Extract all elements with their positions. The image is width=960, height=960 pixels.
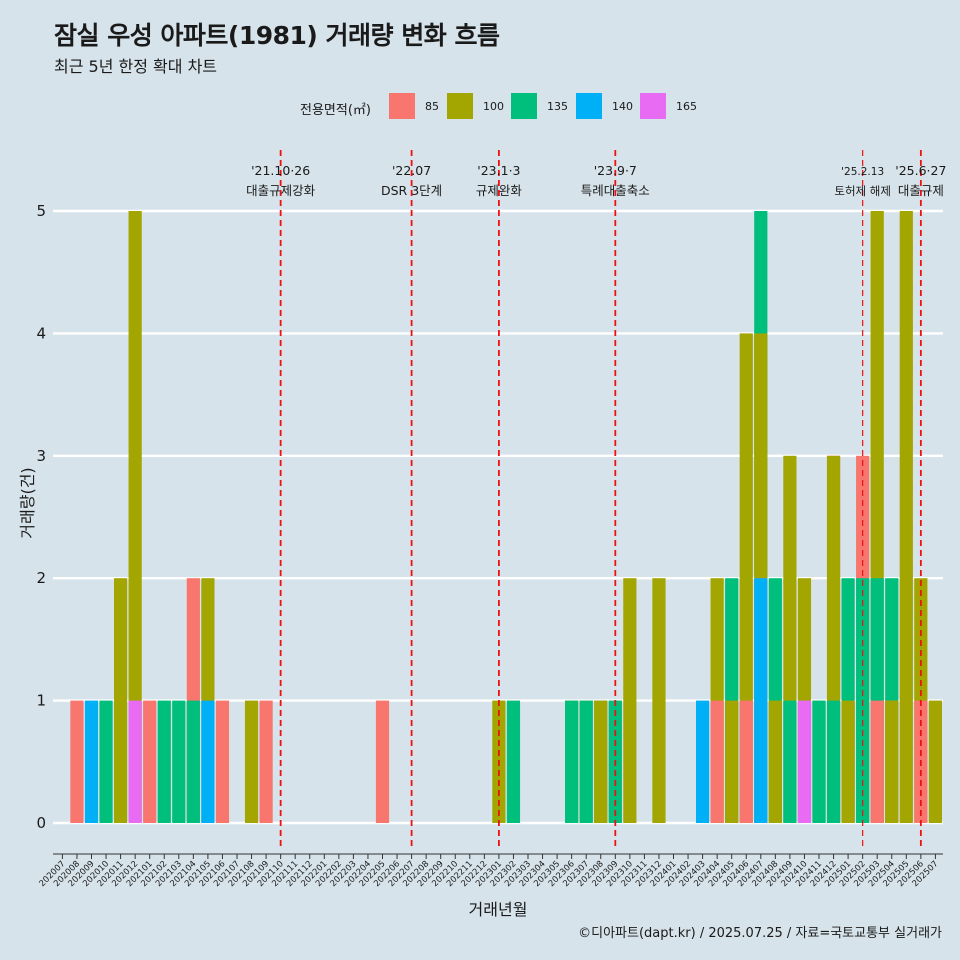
- event-label: 토허제 해제: [834, 184, 891, 198]
- legend-label: 135: [547, 100, 568, 113]
- bar-202101-85: [143, 700, 157, 823]
- bar-202010-135: [99, 700, 113, 823]
- x-axis-title: 거래년월: [469, 900, 528, 919]
- bar-202103-135: [172, 700, 186, 823]
- y-tick-label: 2: [36, 569, 46, 587]
- event-date: '22.07: [392, 163, 431, 178]
- bar-202306-135: [565, 700, 579, 823]
- bar-202102-135: [157, 700, 171, 823]
- event-date: '23.1·3: [477, 163, 520, 178]
- legend-label: 140: [612, 100, 633, 113]
- bar-202012-165: [128, 700, 142, 823]
- bar-202205-85: [375, 700, 390, 823]
- y-tick-label: 1: [36, 692, 46, 710]
- bar-202312-100: [652, 578, 666, 823]
- event-date: '25.2.13: [841, 166, 884, 178]
- event-date: '23.9·7: [594, 163, 637, 178]
- bar-202104-135: [186, 700, 200, 823]
- bar-202105-140: [201, 700, 215, 823]
- bar-202504-100: [885, 700, 899, 823]
- bar-202412-135: [826, 700, 841, 823]
- event-date: '21.10·26: [251, 163, 310, 178]
- legend-swatch: [511, 93, 537, 119]
- legend-title: 전용면적(㎡): [300, 103, 371, 118]
- y-tick-label: 4: [36, 324, 46, 342]
- bar-202410-165: [797, 700, 812, 823]
- bar-202307-135: [579, 700, 593, 823]
- bar-202310-100: [623, 578, 637, 823]
- legend-label: 165: [676, 100, 697, 113]
- chart-title: 잠실 우성 아파트(1981) 거래량 변화 흐름: [54, 21, 500, 50]
- bar-202405-100: [725, 700, 739, 823]
- legend-swatch: [389, 93, 415, 119]
- y-tick-label: 0: [36, 814, 46, 832]
- bar-202403-140: [696, 700, 710, 823]
- bar-202409-135: [783, 700, 797, 823]
- bar-202009-140: [84, 700, 99, 823]
- y-tick-label: 3: [36, 447, 46, 465]
- event-label: DSR 3단계: [381, 183, 442, 198]
- bar-202108-100: [244, 700, 259, 823]
- event-date: '25.6·27: [895, 163, 946, 178]
- bar-202411-135: [812, 700, 826, 823]
- event-label: 특례대출축소: [581, 183, 650, 198]
- bar-202503-85: [870, 700, 884, 823]
- legend-swatch: [640, 93, 666, 119]
- bar-202408-100: [768, 700, 782, 823]
- bar-202008-85: [70, 700, 84, 823]
- bar-202109-85: [259, 700, 273, 823]
- bar-202106-85: [215, 700, 230, 823]
- legend-swatch: [447, 93, 473, 119]
- bar-202407-140: [754, 578, 768, 823]
- bar-202404-85: [710, 700, 724, 823]
- bar-202501-100: [841, 700, 855, 823]
- y-axis-title: 거래량(건): [18, 467, 37, 538]
- bar-202308-100: [594, 700, 608, 823]
- legend-swatch: [576, 93, 602, 119]
- y-tick-label: 5: [36, 202, 46, 220]
- bar-202012-100: [128, 211, 142, 823]
- chart-subtitle: 최근 5년 한정 확대 차트: [54, 57, 218, 76]
- bar-202302-135: [506, 700, 521, 823]
- bar-202505-100: [899, 211, 913, 823]
- bar-202011-100: [114, 578, 128, 823]
- event-label: 규제완화: [476, 183, 523, 198]
- event-label: 대출규제강화: [246, 183, 316, 198]
- legend: 전용면적(㎡) 85 100 135 140 165: [0, 92, 960, 122]
- event-label: 대출규제: [898, 183, 944, 198]
- bar-202507-100: [928, 700, 942, 823]
- legend-label: 85: [425, 100, 439, 113]
- legend-label: 100: [483, 100, 504, 113]
- chart-caption: ©디아파트(dapt.kr) / 2025.07.25 / 자료=국토교통부 실…: [578, 926, 942, 941]
- bar-202406-85: [739, 700, 753, 823]
